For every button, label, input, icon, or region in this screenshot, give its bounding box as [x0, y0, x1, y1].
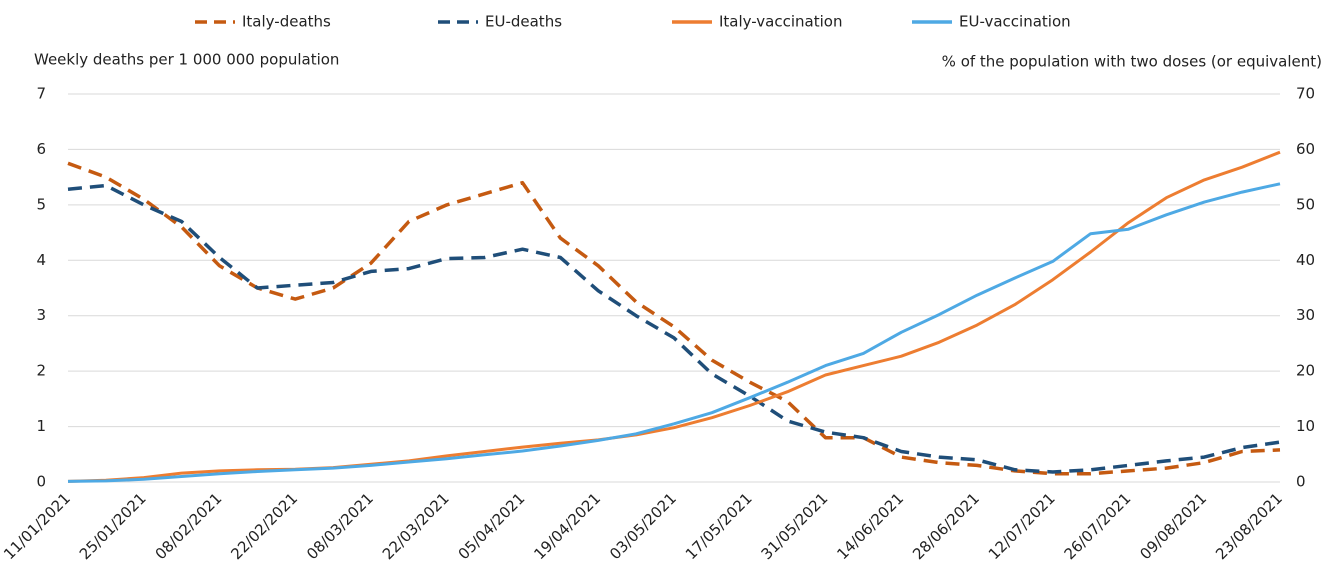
y-tick-label: 7 — [36, 85, 46, 103]
x-tick-label: 28/06/2021 — [909, 489, 983, 563]
x-tick-label: 11/01/2021 — [0, 489, 74, 563]
x-tick-label: 14/06/2021 — [833, 489, 907, 563]
y2-axis-label: % of the population with two doses (or e… — [942, 53, 1322, 71]
y-tick-label: 3 — [36, 306, 46, 324]
x-tick-label: 25/01/2021 — [76, 489, 150, 563]
x-tick-label: 08/03/2021 — [303, 489, 377, 563]
x-tick-label: 05/04/2021 — [455, 489, 529, 563]
series-line — [67, 182, 1281, 483]
x-tick-label: 22/03/2021 — [379, 489, 453, 563]
y2-tick-label: 40 — [1296, 251, 1315, 269]
x-tick-label: 23/08/2021 — [1212, 489, 1286, 563]
y2-tick-label: 0 — [1296, 473, 1306, 491]
x-tick-label: 08/02/2021 — [152, 489, 226, 563]
y2-tick-label: 20 — [1296, 362, 1315, 380]
x-tick-label: 03/05/2021 — [606, 489, 680, 563]
legend-label: Italy-vaccination — [719, 13, 842, 31]
series-line — [67, 183, 1281, 474]
series-line — [67, 161, 1281, 476]
y2-tick-label: 30 — [1296, 306, 1315, 324]
y-tick-label: 0 — [36, 473, 46, 491]
x-tick-label: 22/02/2021 — [227, 489, 301, 563]
x-tick-label: 19/04/2021 — [530, 489, 604, 563]
y2-tick-label: 10 — [1296, 417, 1315, 435]
series-line — [67, 150, 1281, 483]
legend-label: Italy-deaths — [242, 13, 331, 31]
legend-label: EU-vaccination — [959, 13, 1071, 31]
legend-label: EU-deaths — [485, 13, 562, 31]
x-tick-label: 31/05/2021 — [758, 489, 832, 563]
y-tick-label: 1 — [36, 417, 46, 435]
y-tick-label: 2 — [36, 362, 46, 380]
x-tick-label: 17/05/2021 — [682, 489, 756, 563]
y-axis-label: Weekly deaths per 1 000 000 population — [34, 51, 339, 69]
x-tick-label: 26/07/2021 — [1061, 489, 1135, 563]
y-tick-label: 4 — [36, 251, 46, 269]
y-tick-label: 5 — [36, 195, 46, 213]
y2-tick-label: 70 — [1296, 85, 1315, 103]
x-tick-label: 12/07/2021 — [985, 489, 1059, 563]
y2-tick-label: 50 — [1296, 195, 1315, 213]
y2-tick-label: 60 — [1296, 140, 1315, 158]
y-tick-label: 6 — [36, 140, 46, 158]
x-tick-label: 09/08/2021 — [1136, 489, 1210, 563]
